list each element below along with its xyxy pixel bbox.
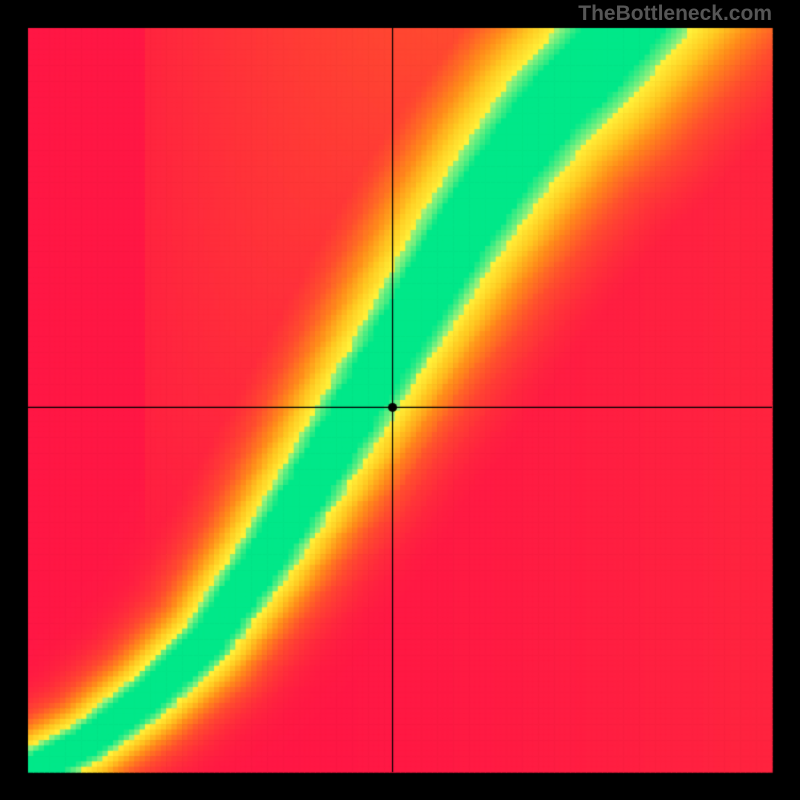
heatmap-canvas — [0, 0, 800, 800]
watermark-text: TheBottleneck.com — [578, 2, 772, 26]
root-container: TheBottleneck.com — [0, 0, 800, 800]
